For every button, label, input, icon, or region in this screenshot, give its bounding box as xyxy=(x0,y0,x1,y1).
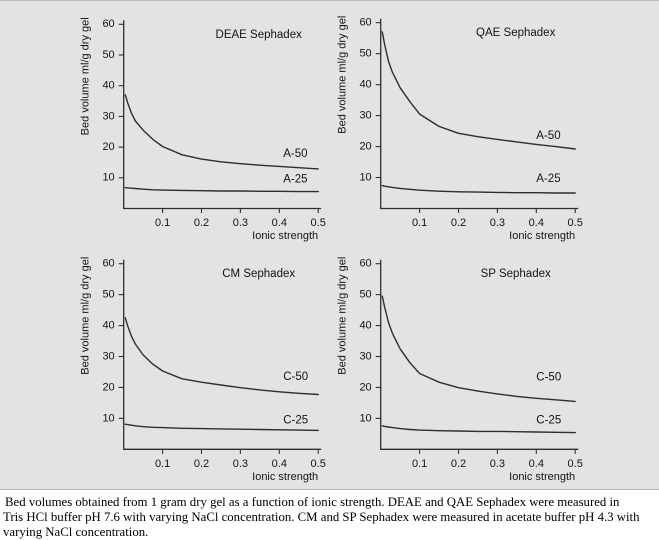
curve-a-50 xyxy=(124,94,319,170)
figure-panel: 10 20 30 40 50 60 0.1 0.2 0.3 0.4 0.5 Ionic strengt… xyxy=(0,0,659,490)
curve-c-50 xyxy=(124,317,319,396)
curve-c-25 xyxy=(381,425,576,434)
x-tick-label: 0.4 xyxy=(272,217,287,229)
y-tick-label: 20 xyxy=(102,141,114,153)
x-tick-label: 0.4 xyxy=(529,217,544,229)
y-tick-label: 50 xyxy=(102,289,114,301)
chart-title: CM Sephadex xyxy=(222,268,295,280)
figure-caption: Bed volumes obtained from 1 gram dry gel… xyxy=(0,490,659,539)
x-tick-label: 0.1 xyxy=(412,458,427,470)
y-tick-label: 10 xyxy=(359,171,371,183)
series-label-a-50: A-50 xyxy=(536,130,560,142)
y-axis-label: Bed volume ml/g dry gel xyxy=(337,16,349,134)
chart-title: SP Sephadex xyxy=(481,268,551,280)
axes xyxy=(380,18,579,210)
x-tick-label: 0.1 xyxy=(155,217,170,229)
y-tick-label: 20 xyxy=(102,381,114,393)
x-tick-label: 0.2 xyxy=(194,217,209,229)
axes xyxy=(123,20,322,210)
y-tick-label: 40 xyxy=(102,319,114,331)
curve-a-50 xyxy=(381,31,576,150)
x-tick-label: 0.3 xyxy=(490,217,505,229)
x-tick-label: 0.4 xyxy=(529,458,544,470)
x-axis-label: Ionic strength xyxy=(252,471,318,483)
y-tick-label: 50 xyxy=(359,48,371,60)
curve-a-25 xyxy=(381,184,576,194)
y-tick-label: 60 xyxy=(102,18,114,30)
caption-line-3: varying NaCl concentration. xyxy=(3,525,149,539)
curve-a-25 xyxy=(124,186,319,193)
series-label-a-25: A-25 xyxy=(536,173,560,185)
x-tick-label: 0.4 xyxy=(272,458,287,470)
chart-title: QAE Sephadex xyxy=(476,27,556,39)
y-tick-label: 40 xyxy=(102,80,114,92)
y-tick-label: 40 xyxy=(359,319,371,331)
x-tick-label: 0.2 xyxy=(451,217,466,229)
y-tick-label: 60 xyxy=(102,258,114,270)
y-tick-label: 30 xyxy=(102,110,114,122)
x-tick-label: 0.3 xyxy=(233,458,248,470)
y-tick-label: 10 xyxy=(102,172,114,184)
y-axis-label: Bed volume ml/g dry gel xyxy=(337,257,349,375)
x-axis-label: Ionic strength xyxy=(509,230,575,242)
x-tick-label: 0.3 xyxy=(233,217,248,229)
x-tick-label: 0.1 xyxy=(155,458,170,470)
series-label-c-25: C-25 xyxy=(536,414,561,426)
x-tick-label: 0.1 xyxy=(412,217,427,229)
series-label-c-25: C-25 xyxy=(283,415,308,427)
y-tick-label: 30 xyxy=(359,350,371,362)
y-tick-label: 50 xyxy=(359,289,371,301)
chart-title: DEAE Sephadex xyxy=(216,29,303,41)
curve-c-25 xyxy=(124,423,319,432)
y-tick-label: 40 xyxy=(359,79,371,91)
x-axis-label: Ionic strength xyxy=(252,230,318,242)
x-tick-label: 0.5 xyxy=(311,217,326,229)
y-tick-label: 20 xyxy=(359,140,371,152)
x-tick-label: 0.2 xyxy=(194,458,209,470)
x-tick-label: 0.5 xyxy=(568,217,583,229)
x-axis-label: Ionic strength xyxy=(509,471,575,483)
series-label-c-50: C-50 xyxy=(283,371,308,383)
y-tick-label: 60 xyxy=(359,17,371,29)
caption-line-2: Tris HCl buffer pH 7.6 with varying NaCl… xyxy=(3,510,640,524)
y-tick-label: 10 xyxy=(102,412,114,424)
y-axis-label: Bed volume ml/g dry gel xyxy=(80,17,92,135)
axes xyxy=(380,259,579,450)
caption-line-1: Bed volumes obtained from 1 gram dry gel… xyxy=(5,495,620,509)
y-tick-label: 60 xyxy=(359,258,371,270)
y-tick-label: 20 xyxy=(359,381,371,393)
series-label-a-50: A-50 xyxy=(283,148,307,160)
y-tick-label: 10 xyxy=(359,412,371,424)
series-label-c-50: C-50 xyxy=(536,372,561,384)
y-tick-label: 50 xyxy=(102,49,114,61)
x-tick-label: 0.5 xyxy=(568,458,583,470)
x-tick-label: 0.2 xyxy=(451,458,466,470)
curve-c-50 xyxy=(381,295,576,403)
series-label-a-25: A-25 xyxy=(283,173,307,185)
x-tick-label: 0.5 xyxy=(311,458,326,470)
y-tick-label: 30 xyxy=(102,350,114,362)
x-tick-label: 0.3 xyxy=(490,458,505,470)
y-axis-label: Bed volume ml/g dry gel xyxy=(80,257,92,375)
axes xyxy=(123,259,322,450)
y-tick-label: 30 xyxy=(359,110,371,122)
